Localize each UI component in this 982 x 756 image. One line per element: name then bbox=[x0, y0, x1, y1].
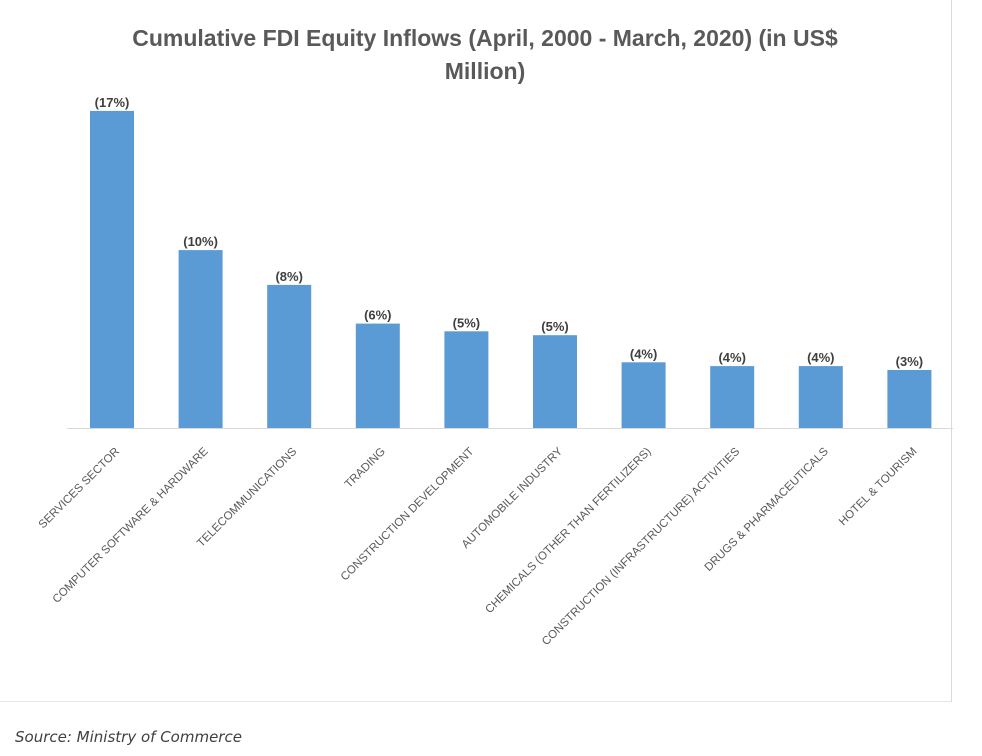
chart-frame bbox=[0, 0, 952, 702]
bar bbox=[267, 284, 312, 428]
data-label: (8%) bbox=[275, 269, 302, 284]
data-label: (5%) bbox=[453, 315, 480, 330]
bar bbox=[798, 366, 843, 428]
bar bbox=[178, 250, 223, 428]
x-tick-label: TRADING bbox=[343, 446, 388, 491]
x-tick-label: AUTOMOBILE INDUSTRY bbox=[460, 445, 566, 551]
data-label: (6%) bbox=[364, 308, 391, 323]
data-label: (4%) bbox=[807, 350, 834, 365]
bar bbox=[710, 366, 755, 428]
bar bbox=[621, 362, 666, 428]
data-label: (4%) bbox=[630, 346, 657, 361]
data-label: (5%) bbox=[541, 319, 568, 334]
x-tick-label: TELECOMMUNICATIONS bbox=[195, 445, 299, 549]
x-tick-label: HOTEL & TOURISM bbox=[837, 446, 919, 528]
x-tick-label: CONSTRUCTION (INFRASTRUCTURE) ACTIVITIES bbox=[540, 445, 743, 648]
chart-title: Cumulative FDI Equity Inflows (April, 20… bbox=[132, 25, 838, 84]
data-label: (3%) bbox=[896, 354, 923, 369]
bar bbox=[355, 323, 400, 428]
bar bbox=[887, 370, 932, 428]
x-tick-label: CHEMICALS (OTHER THAN FERTILIZERS) bbox=[483, 446, 654, 617]
source-note: Source: Ministry of Commerce bbox=[15, 728, 242, 746]
bar bbox=[444, 331, 489, 428]
bar bbox=[90, 110, 134, 429]
data-label: (17%) bbox=[95, 95, 130, 110]
x-tick-label: COMPUTER SOFTWARE & HARDWARE bbox=[51, 445, 211, 605]
data-label: (10%) bbox=[183, 234, 218, 249]
data-label: (4%) bbox=[718, 350, 745, 365]
bar bbox=[533, 335, 577, 428]
x-tick-label: SERVICES SECTOR bbox=[37, 446, 122, 531]
